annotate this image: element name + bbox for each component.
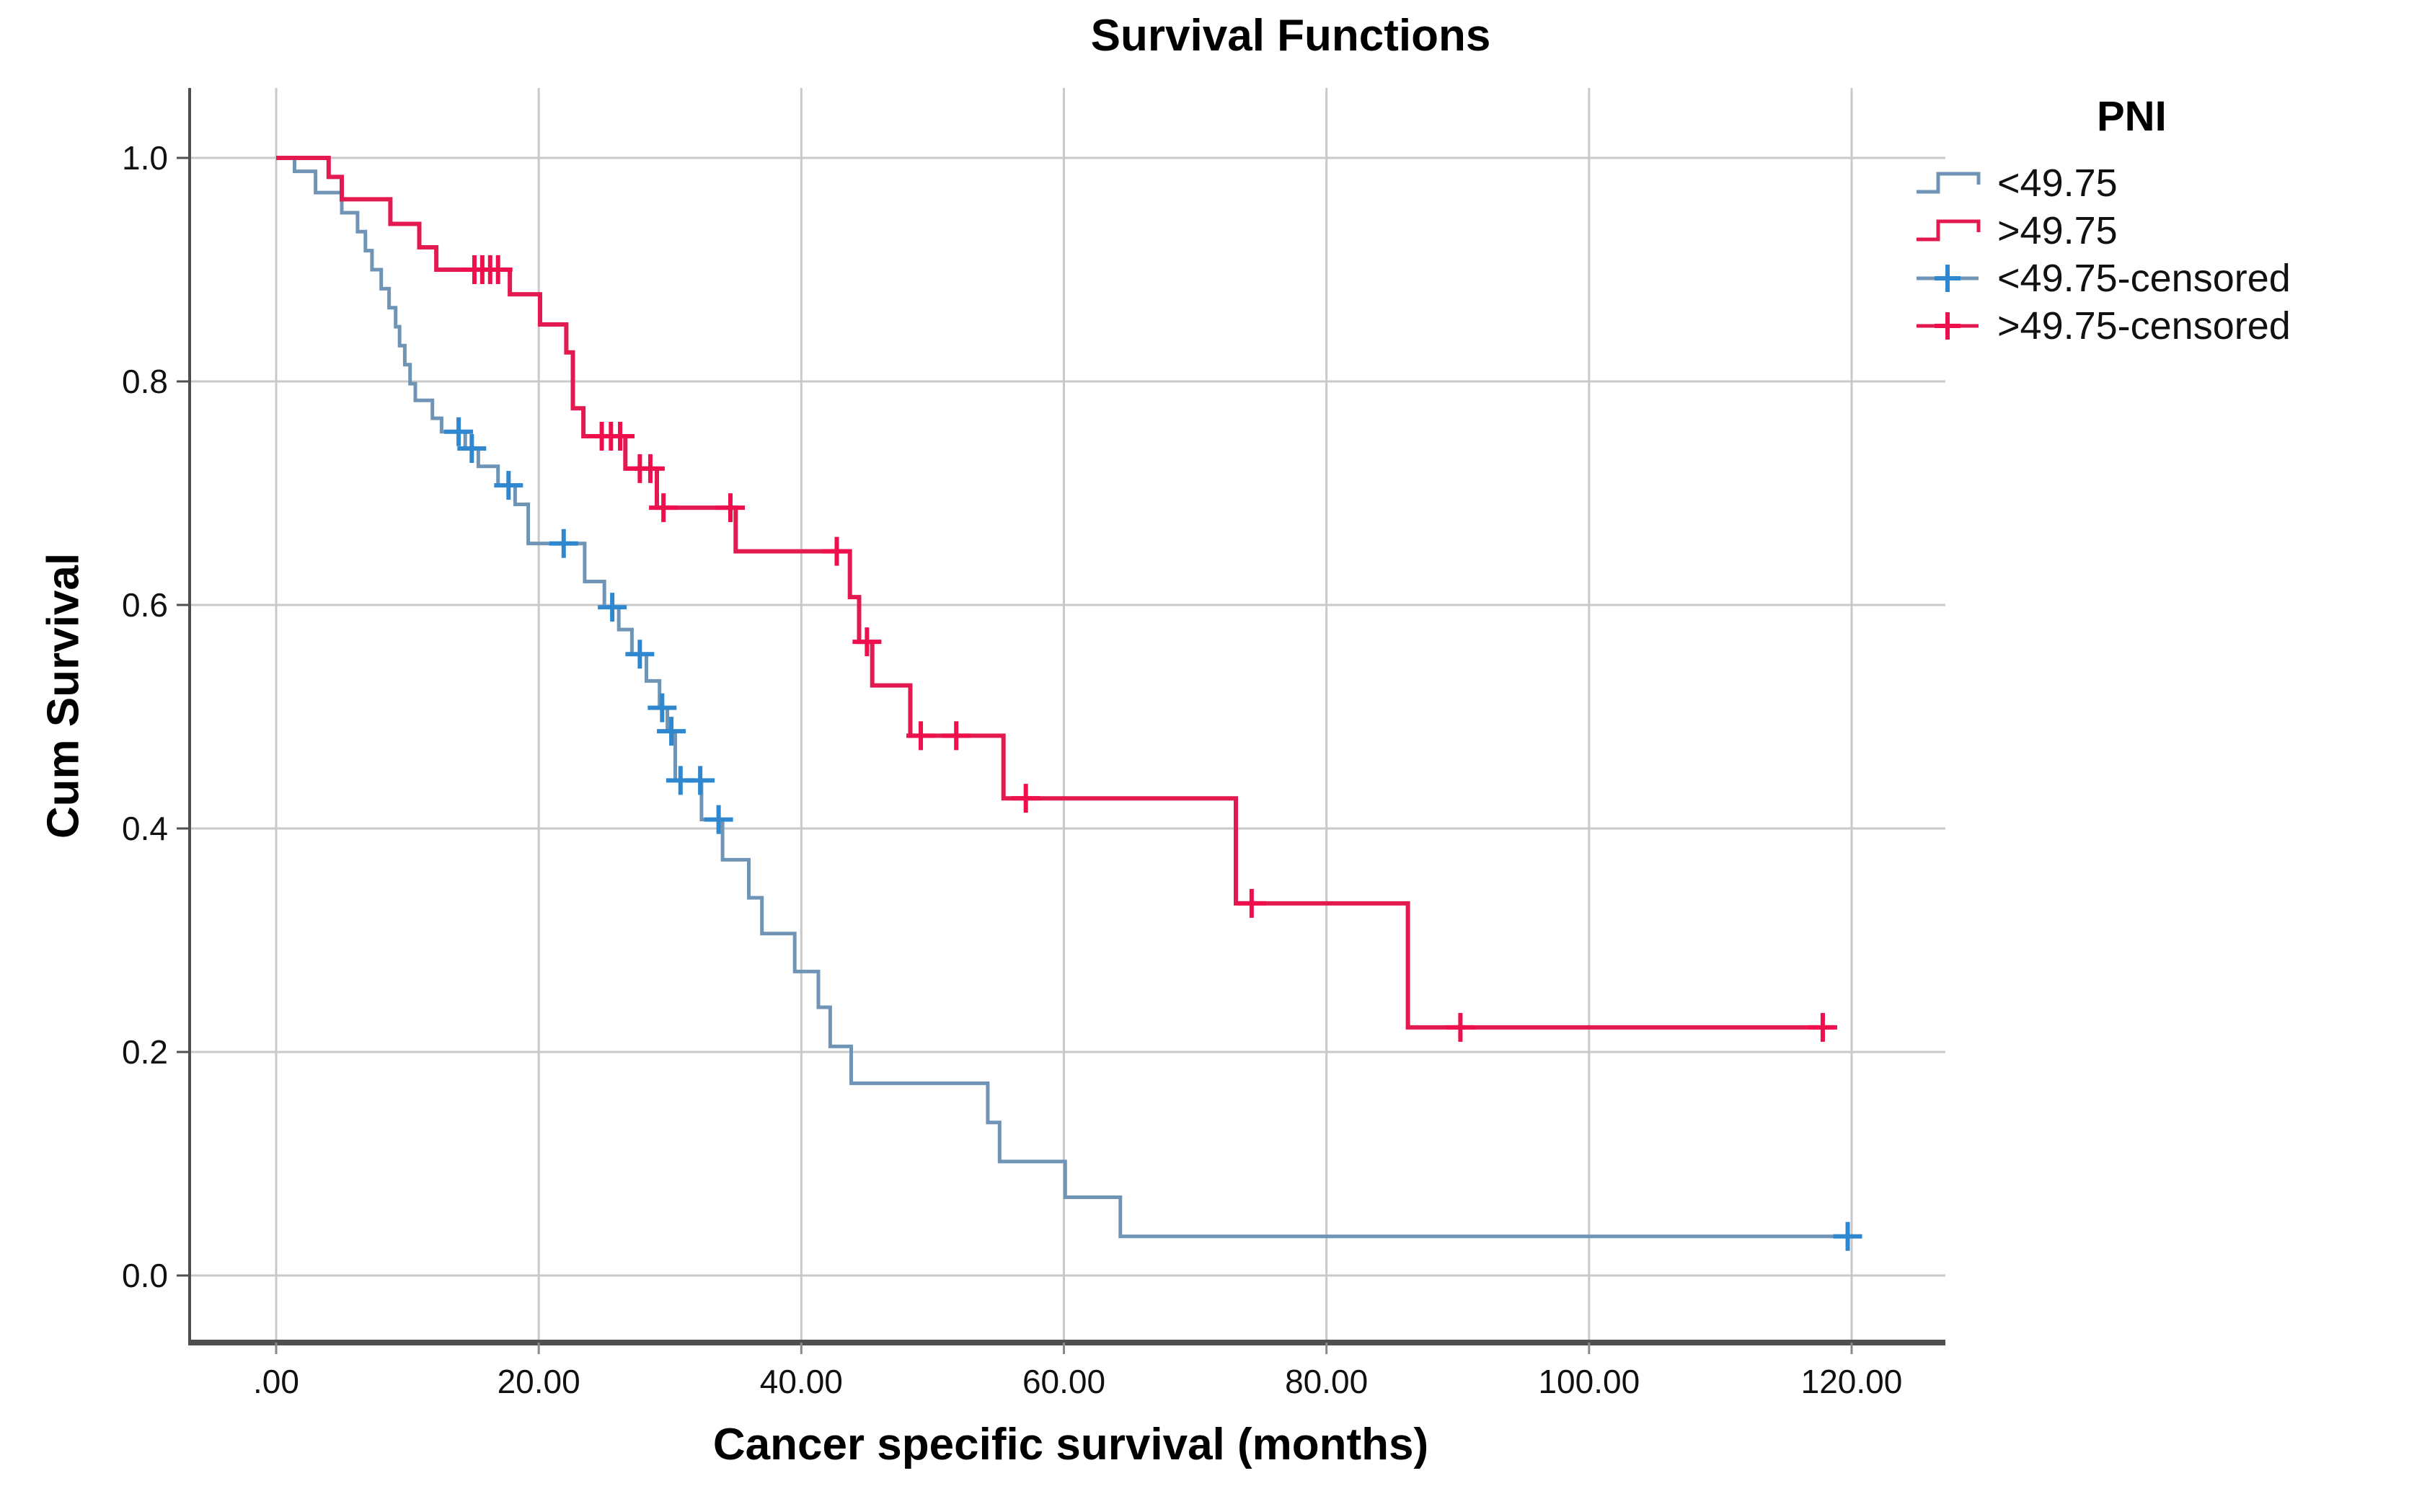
y-tick-label: 0.0 — [122, 1257, 168, 1294]
legend-item-lt-4975: <49.75 — [1915, 159, 2291, 207]
x-tick-label: 100.00 — [1538, 1363, 1640, 1400]
legend-item-gt-4975: >49.75 — [1915, 207, 2291, 255]
x-tick-label: 60.00 — [1022, 1363, 1105, 1400]
legend-item-label: >49.75 — [1997, 209, 2118, 252]
chart-title: Survival Functions — [1090, 11, 1491, 61]
km-curve-pni-low — [276, 156, 1856, 1239]
legend: PNI <49.75 >49.75 <49.75-censored — [1915, 92, 2291, 350]
y-tick-label: 0.2 — [122, 1033, 168, 1071]
legend-item-lt-4975-censored: <49.75-censored — [1915, 255, 2291, 302]
x-tick-label: 20.00 — [498, 1363, 580, 1400]
step-line-swatch-icon — [1917, 172, 1981, 194]
censor-mark-swatch-icon — [1917, 265, 1979, 292]
legend-item-label: <49.75-censored — [1997, 257, 2291, 300]
legend-item-label: >49.75-censored — [1997, 304, 2291, 348]
x-axis-title: Cancer specific survival (months) — [712, 1420, 1429, 1469]
legend-title: PNI — [2097, 93, 2167, 140]
x-tick-label: .00 — [253, 1363, 299, 1400]
y-tick-label: 1.0 — [122, 139, 168, 177]
y-tick-label: 0.8 — [122, 363, 168, 400]
km-curve-pni-high — [276, 156, 1834, 1030]
x-tick-label: 80.00 — [1285, 1363, 1368, 1400]
y-tick-label: 0.6 — [122, 586, 168, 624]
x-tick-label: 40.00 — [760, 1363, 843, 1400]
step-line-swatch-icon — [1917, 219, 1981, 242]
censor-mark-swatch-icon — [1917, 312, 1979, 340]
legend-item-gt-4975-censored: >49.75-censored — [1915, 302, 2291, 350]
legend-item-label: <49.75 — [1997, 162, 2118, 205]
x-tick-label: 120.00 — [1801, 1363, 1903, 1400]
y-tick-label: 0.4 — [122, 810, 168, 847]
